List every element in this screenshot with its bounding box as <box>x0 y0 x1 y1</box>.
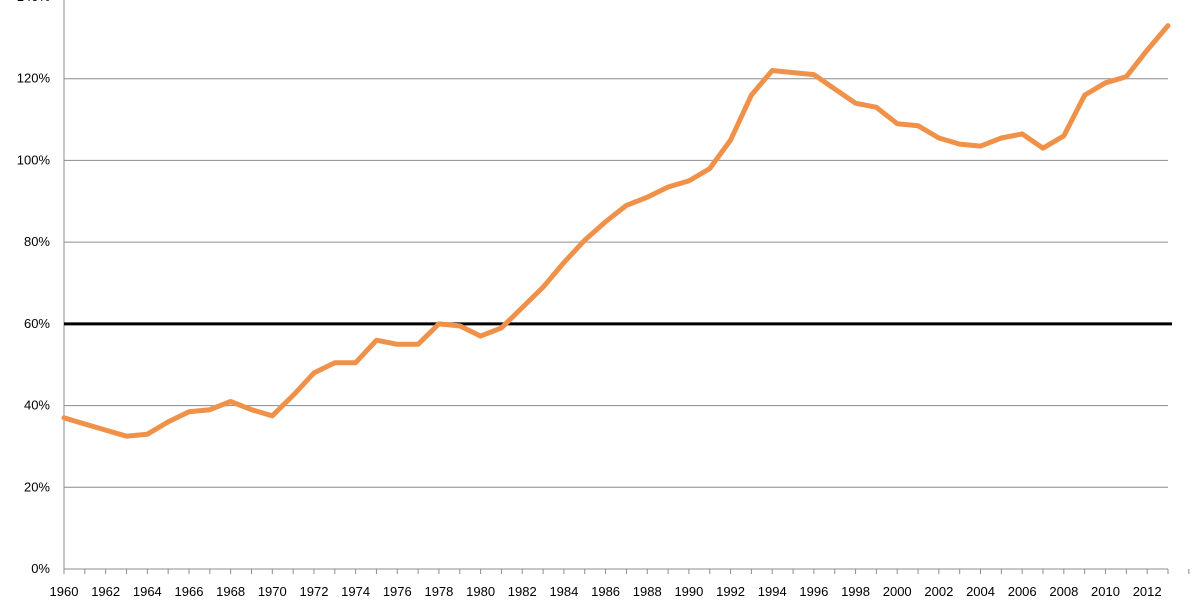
data-point <box>957 142 962 147</box>
data-point <box>916 123 921 128</box>
data-point <box>624 203 629 208</box>
x-tick-label: 1978 <box>424 584 453 599</box>
x-tick-label: 2010 <box>1091 584 1120 599</box>
x-tick-label: 1980 <box>466 584 495 599</box>
data-point <box>853 101 858 106</box>
data-point <box>416 342 421 347</box>
data-point <box>291 393 296 398</box>
y-tick-label: 20% <box>24 479 50 494</box>
series-group <box>61 23 1171 439</box>
x-tick-label: 1996 <box>799 584 828 599</box>
data-point <box>1061 133 1066 138</box>
data-point <box>645 195 650 200</box>
data-point <box>832 86 837 91</box>
x-tick-label: 1970 <box>258 584 287 599</box>
data-point <box>1041 146 1046 151</box>
data-point <box>811 72 816 77</box>
x-tick-label: 1960 <box>50 584 79 599</box>
data-point <box>207 407 212 412</box>
y-tick-label: 0% <box>31 561 50 576</box>
y-tick-label: 80% <box>24 234 50 249</box>
data-point <box>978 144 983 149</box>
gridlines <box>64 78 1168 488</box>
data-point <box>541 285 546 290</box>
data-point <box>311 370 316 375</box>
data-point <box>1082 93 1087 98</box>
data-point <box>145 432 150 437</box>
x-tick-label: 1968 <box>216 584 245 599</box>
data-point <box>791 70 796 75</box>
x-tick-label: 1964 <box>133 584 162 599</box>
data-point <box>1145 48 1150 53</box>
x-tick-label: 1966 <box>175 584 204 599</box>
x-tick-label: 1974 <box>341 584 370 599</box>
y-axis-tick-labels: 0% 20% 40% 60% 80% 100% 120% 140% <box>17 0 51 576</box>
x-tick-label: 2012 <box>1133 584 1162 599</box>
x-tick-label: 1990 <box>674 584 703 599</box>
x-tick-label: 1972 <box>300 584 329 599</box>
data-point <box>1103 80 1108 85</box>
data-point <box>749 93 754 98</box>
data-point <box>395 342 400 347</box>
axes <box>63 0 1190 574</box>
data-point <box>999 135 1004 140</box>
x-tick-label: 1988 <box>633 584 662 599</box>
data-point <box>1020 131 1025 136</box>
data-point <box>895 121 900 126</box>
data-point <box>686 178 691 183</box>
y-tick-label: 100% <box>17 152 51 167</box>
x-tick-label: 2002 <box>924 584 953 599</box>
data-point <box>936 135 941 140</box>
data-point <box>561 260 566 265</box>
data-point <box>1124 74 1129 79</box>
data-point <box>1166 23 1171 28</box>
x-tick-label: 2008 <box>1049 584 1078 599</box>
data-point <box>353 360 358 365</box>
data-point <box>520 305 525 310</box>
data-point <box>166 419 171 424</box>
x-tick-label: 1992 <box>716 584 745 599</box>
x-tick-label: 1986 <box>591 584 620 599</box>
data-point <box>457 323 462 328</box>
data-point <box>707 166 712 171</box>
y-tick-label: 60% <box>24 316 50 331</box>
data-point <box>332 360 337 365</box>
x-tick-label: 2000 <box>883 584 912 599</box>
data-point <box>62 415 67 420</box>
x-tick-label: 1998 <box>841 584 870 599</box>
y-tick-label: 40% <box>24 398 50 413</box>
data-point <box>124 434 129 439</box>
y-tick-label: 120% <box>17 71 51 86</box>
data-point <box>270 413 275 418</box>
data-point <box>478 334 483 339</box>
data-point <box>770 68 775 73</box>
data-point <box>666 184 671 189</box>
data-point <box>249 407 254 412</box>
y-tick-label: 140% <box>17 0 51 4</box>
data-point <box>728 138 733 143</box>
data-point <box>499 325 504 330</box>
data-point <box>228 399 233 404</box>
data-point <box>582 238 587 243</box>
x-tick-label: 1982 <box>508 584 537 599</box>
data-point <box>874 105 879 110</box>
data-point <box>103 428 108 433</box>
x-tick-label: 1976 <box>383 584 412 599</box>
series-line <box>61 23 1171 439</box>
data-point <box>436 321 441 326</box>
x-tick-label: 2004 <box>966 584 995 599</box>
data-point <box>186 409 191 414</box>
x-tick-label: 2006 <box>1008 584 1037 599</box>
data-point <box>603 219 608 224</box>
x-tick-label: 1984 <box>549 584 578 599</box>
x-tick-label: 1994 <box>758 584 787 599</box>
data-point <box>374 338 379 343</box>
x-axis-tick-labels: 1960 1962 1964 1966 1968 1970 1972 1974 1976 1978… <box>50 584 1162 599</box>
x-tick-label: 1962 <box>91 584 120 599</box>
data-point <box>82 421 87 426</box>
